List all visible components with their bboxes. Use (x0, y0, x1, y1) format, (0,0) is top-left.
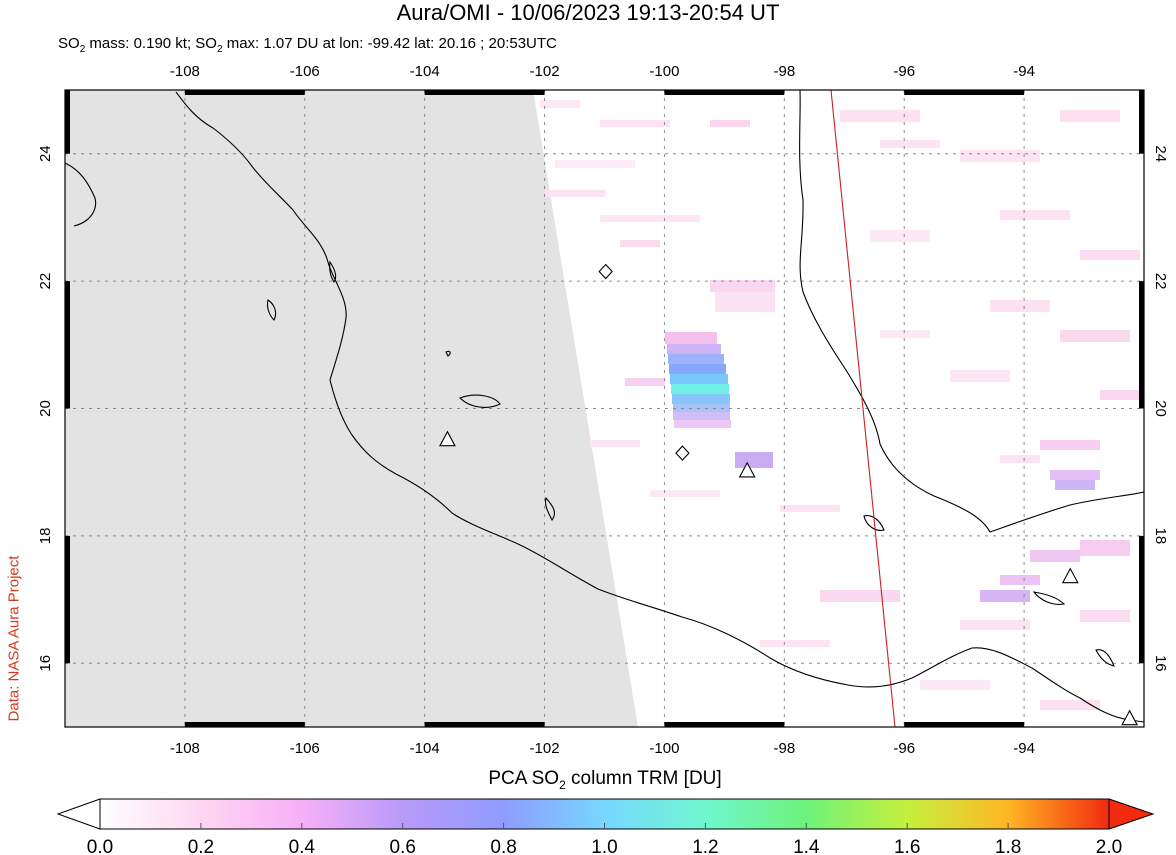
colorbar-min-arrow (56, 798, 101, 830)
lon-label-top: -98 (773, 63, 795, 80)
summary-max-text: max: 1.07 DU at lon: -99.42 lat: 20.16 ;… (222, 35, 557, 52)
colorbar-tick-label: 1.8 (995, 837, 1021, 855)
lat-label-right: 18 (1152, 528, 1169, 545)
no-data-region (65, 90, 638, 727)
volcano-triangle-icon (1121, 709, 1139, 726)
colorbar-ticks: 0.0 0.2 0.4 0.6 0.8 1.0 1.2 1.4 1.6 1.8 2.0 (87, 823, 1122, 855)
lon-label-top: -96 (893, 63, 915, 80)
volcano-triangle-icon (738, 461, 756, 478)
frame-segment-bottom (904, 722, 1025, 727)
lat-label-right: 20 (1152, 400, 1169, 417)
lat-label-left: 16 (37, 655, 54, 672)
map-plot-area (65, 90, 1144, 727)
colorbar: 0.0 0.2 0.4 0.6 0.8 1.0 1.2 1.4 1.6 1.8 2.0 (56, 798, 1155, 855)
coastlines (65, 90, 1144, 723)
frame-segment-bottom (664, 722, 785, 727)
frame-segment-bottom (184, 722, 305, 727)
lat-label-left: 24 (37, 145, 54, 162)
so2-summary: SO2 mass: 0.190 kt; SO2 max: 1.07 DU at … (58, 35, 557, 59)
lon-label-top: -104 (410, 63, 440, 80)
frame-segment-left (65, 535, 70, 664)
frame-segment-bottom (424, 722, 545, 727)
frame-segment-right (1139, 281, 1144, 409)
volcano-triangle-icon (439, 430, 456, 447)
colorbar-label-pre: PCA SO (488, 768, 560, 789)
frame-segment-top (424, 90, 545, 95)
colorbar-tick-label: 0.2 (188, 837, 214, 855)
summary-subscript-2: 2 (216, 44, 223, 55)
map-title: Aura/OMI - 10/06/2023 19:13-20:54 UT (396, 0, 780, 25)
colorbar-tick-label: 0.4 (289, 837, 316, 855)
colorbar-tick-label: 0.6 (389, 837, 415, 855)
lon-label-top: -100 (649, 63, 679, 80)
frame-segment-right (1139, 535, 1144, 664)
colorbar-label-post: column TRM [DU] (565, 768, 722, 789)
frame-segment-left (65, 90, 70, 154)
colorbar-tick-label: 1.4 (793, 837, 820, 855)
orbit-track-line (830, 90, 896, 727)
lon-label-bottom: -100 (649, 740, 679, 757)
lon-label-top: -102 (530, 63, 560, 80)
lon-label-bottom: -108 (170, 740, 200, 757)
lon-label-bottom: -96 (893, 740, 915, 757)
colorbar-tick-label: 1.6 (894, 837, 920, 855)
frame-segment-right (1139, 90, 1144, 154)
summary-mass-text: mass: 0.190 kt; SO (85, 35, 217, 52)
site-diamond-icon (675, 445, 690, 461)
frame-segment-top (904, 90, 1025, 95)
frame-segment-top (664, 90, 785, 95)
lat-label-right: 24 (1152, 145, 1169, 162)
colorbar-tick-label: 1.0 (591, 837, 617, 855)
volcano-markers (439, 263, 1139, 726)
frame-segment-top (184, 90, 305, 95)
colorbar-tick-label: 2.0 (1096, 837, 1122, 855)
colorbar-label: PCA SO2 column TRM [DU] (0, 768, 1176, 792)
lat-label-right: 16 (1152, 655, 1169, 672)
lat-label-left: 20 (37, 400, 54, 417)
lat-label-right: 22 (1152, 273, 1169, 290)
volcano-triangle-icon (1061, 567, 1079, 584)
colorbar-tick-label: 1.2 (692, 837, 718, 855)
lat-label-left: 22 (37, 273, 54, 290)
lon-label-bottom: -106 (290, 740, 320, 757)
lon-label-bottom: -94 (1013, 740, 1035, 757)
site-diamond-icon (598, 263, 613, 280)
lon-label-bottom: -102 (530, 740, 560, 757)
colorbar-tick-label: 0.8 (490, 837, 516, 855)
summary-so-prefix: SO (58, 35, 80, 52)
map-graticule (65, 90, 1144, 727)
colorbar-tick-label: 0.0 (87, 837, 113, 855)
lon-label-top: -108 (170, 63, 200, 80)
summary-subscript-1: 2 (79, 44, 86, 55)
lat-label-left: 18 (37, 528, 54, 545)
colorbar-max-arrow (1108, 798, 1155, 830)
frame-segment-left (65, 281, 70, 409)
so2-pixels (540, 100, 1140, 710)
lon-label-bottom: -98 (773, 740, 795, 757)
lon-label-bottom: -104 (410, 740, 440, 757)
map-axis-labels: -108 -108 -106 -106 -104 -104 -102 -102 -100 -100… (37, 63, 1169, 757)
colorbar-label-sub: 2 (559, 777, 566, 792)
lon-label-top: -94 (1013, 63, 1035, 80)
lon-label-top: -106 (290, 63, 320, 80)
map-frame-ticks (65, 90, 1144, 727)
